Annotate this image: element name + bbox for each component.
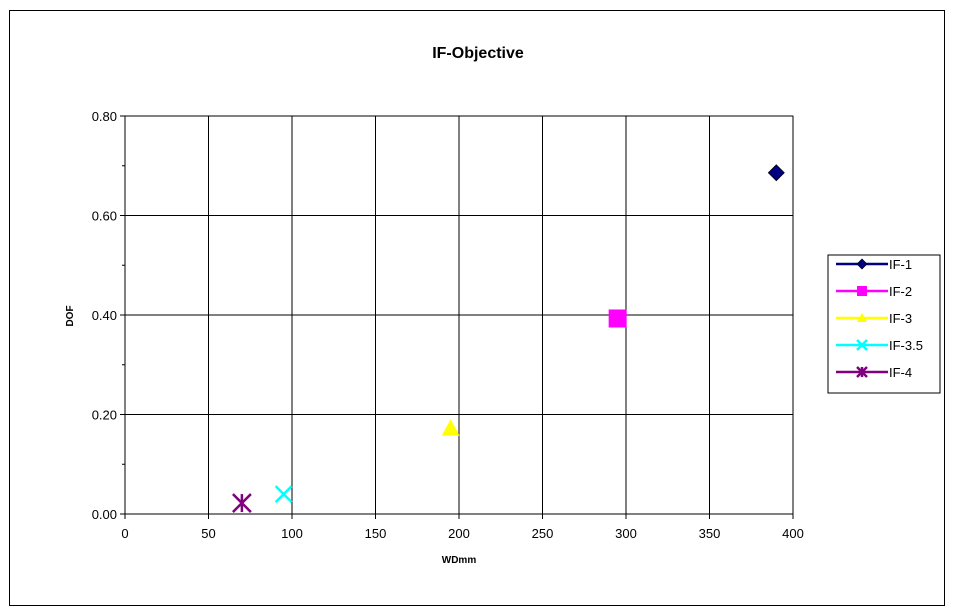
legend-marker — [856, 339, 868, 351]
legend-box — [827, 254, 941, 394]
diamond-marker — [856, 258, 868, 270]
legend-marker — [857, 313, 867, 322]
data-points — [232, 164, 785, 513]
x-tick-label: 0 — [121, 526, 128, 541]
x-tick-label: 200 — [448, 526, 470, 541]
y-tick-label: 0.40 — [92, 308, 117, 323]
legend-marker — [857, 286, 867, 296]
diamond-marker — [767, 164, 785, 182]
data-point-if-2 — [608, 309, 627, 328]
y-tick-label: 0.80 — [92, 109, 117, 124]
y-axis-label: DOF — [65, 305, 76, 326]
x-tick-label: 400 — [782, 526, 804, 541]
y-tick-label: 0.20 — [92, 408, 117, 423]
legend-label: IF-3 — [889, 311, 912, 326]
x-tick-label: 350 — [699, 526, 721, 541]
y-tick-label: 0.60 — [92, 209, 117, 224]
legend-label: IF-3.5 — [889, 338, 923, 353]
square-marker — [857, 286, 867, 296]
legend-marker — [856, 258, 868, 270]
grid-lines — [125, 115, 794, 514]
legend-label: IF-4 — [889, 365, 912, 380]
x-marker-stroke — [274, 485, 293, 503]
triangle-marker — [441, 419, 460, 436]
data-point-if-3 — [441, 419, 460, 436]
data-point-if-4 — [232, 493, 252, 513]
y-tick-label: 0.00 — [92, 507, 117, 522]
x-axis-label: WDmm — [442, 555, 477, 566]
tick-labels: 0 50 100 150 200 250 300 350 400 0.00 0.20 0.40 0.60… — [92, 109, 804, 541]
legend-item-if-3: IF-3 — [836, 311, 912, 326]
legend-label: IF-1 — [889, 257, 912, 272]
x-tick-label: 250 — [532, 526, 554, 541]
square-marker — [608, 309, 627, 328]
legend-item-if-2: IF-2 — [836, 284, 912, 299]
x-tick-label: 100 — [281, 526, 303, 541]
legend-marker — [856, 366, 868, 378]
legend-item-if-3-5: IF-3.5 — [836, 338, 923, 353]
legend-item-if-4: IF-4 — [836, 365, 912, 380]
axes — [120, 115, 794, 519]
x-tick-label: 150 — [365, 526, 387, 541]
chart-title: IF-Objective — [432, 45, 524, 62]
legend: IF-1 IF-2 IF-3 IF-3.5 IF-4 — [827, 254, 941, 394]
x-tick-label: 50 — [201, 526, 215, 541]
x-tick-label: 300 — [615, 526, 637, 541]
legend-label: IF-2 — [889, 284, 912, 299]
legend-item-if-1: IF-1 — [836, 257, 912, 272]
triangle-marker — [857, 313, 867, 322]
data-point-if-3-5 — [274, 485, 293, 503]
x-marker-stroke — [856, 339, 868, 351]
data-point-if-1 — [767, 164, 785, 182]
